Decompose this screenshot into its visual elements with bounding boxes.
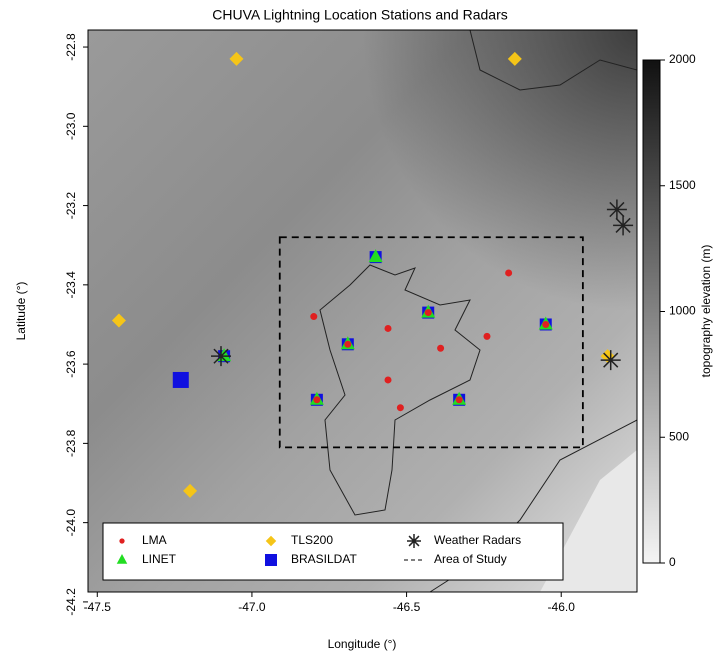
y-tick-label: -24.2: [64, 588, 78, 616]
marker-radar: [607, 200, 627, 220]
y-tick-label: -23.4: [64, 271, 78, 299]
y-axis-label: Latitude (°): [14, 282, 28, 341]
page: {"chart_data": { "type": "scatter", "tit…: [0, 0, 723, 656]
marker-lma: [505, 269, 512, 276]
legend-label: LMA: [142, 533, 167, 547]
marker-lma: [456, 396, 463, 403]
legend-marker: [119, 538, 124, 543]
legend-label: LINET: [142, 552, 177, 566]
marker-lma: [313, 396, 320, 403]
marker-lma: [385, 325, 392, 332]
marker-lma: [385, 376, 392, 383]
y-tick-label: -22.8: [64, 33, 78, 61]
x-tick-label: -46.5: [393, 600, 421, 614]
marker-lma: [425, 309, 432, 316]
x-axis-label: Longitude (°): [328, 637, 397, 651]
colorbar-label: topography elevation (m): [699, 245, 713, 378]
colorbar-tick-label: 0: [669, 555, 676, 569]
legend-marker: [407, 534, 421, 548]
chart: CHUVA Lightning Location Stations and Ra…: [0, 0, 723, 656]
legend-marker: [265, 554, 277, 566]
y-tick-label: -23.6: [64, 350, 78, 378]
legend-label: Area of Study: [434, 552, 507, 566]
x-tick-label: -46.0: [548, 600, 576, 614]
topography-highland: [88, 30, 637, 592]
marker-lma: [483, 333, 490, 340]
marker-radar: [613, 215, 633, 235]
legend-label: TLS200: [291, 533, 333, 547]
marker-lma: [437, 345, 444, 352]
colorbar-tick-label: 1500: [669, 178, 696, 192]
marker-radar: [601, 350, 621, 370]
colorbar-tick-label: 1000: [669, 304, 696, 318]
marker-lma: [542, 321, 549, 328]
marker-lma: [344, 341, 351, 348]
marker-lma: [397, 404, 404, 411]
marker-lma: [310, 313, 317, 320]
y-tick-label: -24.0: [64, 509, 78, 537]
marker-radar: [211, 346, 231, 366]
x-tick-label: -47.0: [238, 600, 266, 614]
colorbar-tick-label: 500: [669, 429, 689, 443]
y-tick-label: -23.2: [64, 192, 78, 220]
legend-label: BRASILDAT: [291, 552, 357, 566]
chart-title: CHUVA Lightning Location Stations and Ra…: [212, 7, 507, 23]
colorbar-tick-label: 2000: [669, 52, 696, 66]
y-tick-label: -23.0: [64, 112, 78, 140]
colorbar: [643, 60, 660, 563]
marker-brasildat: [173, 372, 189, 388]
y-tick-label: -23.8: [64, 429, 78, 457]
legend-label: Weather Radars: [434, 533, 521, 547]
